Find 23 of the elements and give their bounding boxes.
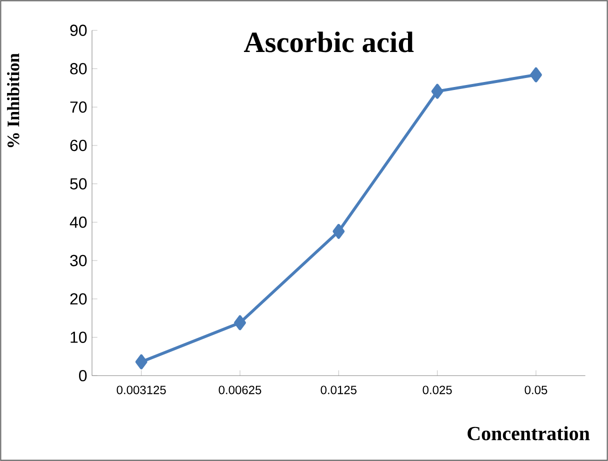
- y-tick-label: 0: [79, 370, 87, 382]
- point: [234, 315, 246, 330]
- y-tick-label: 50: [70, 178, 87, 190]
- x-tick-label: 0.003125: [116, 386, 166, 394]
- x-tick-label: 0.00625: [218, 386, 262, 394]
- y-tick-label: 10: [70, 332, 87, 343]
- y-tick-label: 60: [70, 140, 87, 152]
- y-tick-label: 20: [70, 293, 87, 305]
- y-tick-label: 70: [70, 101, 87, 113]
- x-tick-label: 0.025: [422, 386, 452, 394]
- x-tick-label: 0.0125: [320, 386, 357, 394]
- y-tick-label: 40: [70, 216, 87, 228]
- y-tick-label: 80: [70, 63, 87, 74]
- point: [530, 67, 542, 82]
- y-tick-label: 30: [70, 254, 87, 266]
- point: [431, 84, 444, 99]
- y-tick-label: 90: [70, 24, 87, 36]
- chart-title: Ascorbic acid: [244, 32, 414, 52]
- y-axis-title: % Inhibition: [7, 53, 20, 148]
- x-tick-label: 0.05: [524, 386, 548, 394]
- point: [135, 354, 148, 370]
- x-axis-title: Concentration: [468, 426, 590, 440]
- point: [332, 224, 345, 239]
